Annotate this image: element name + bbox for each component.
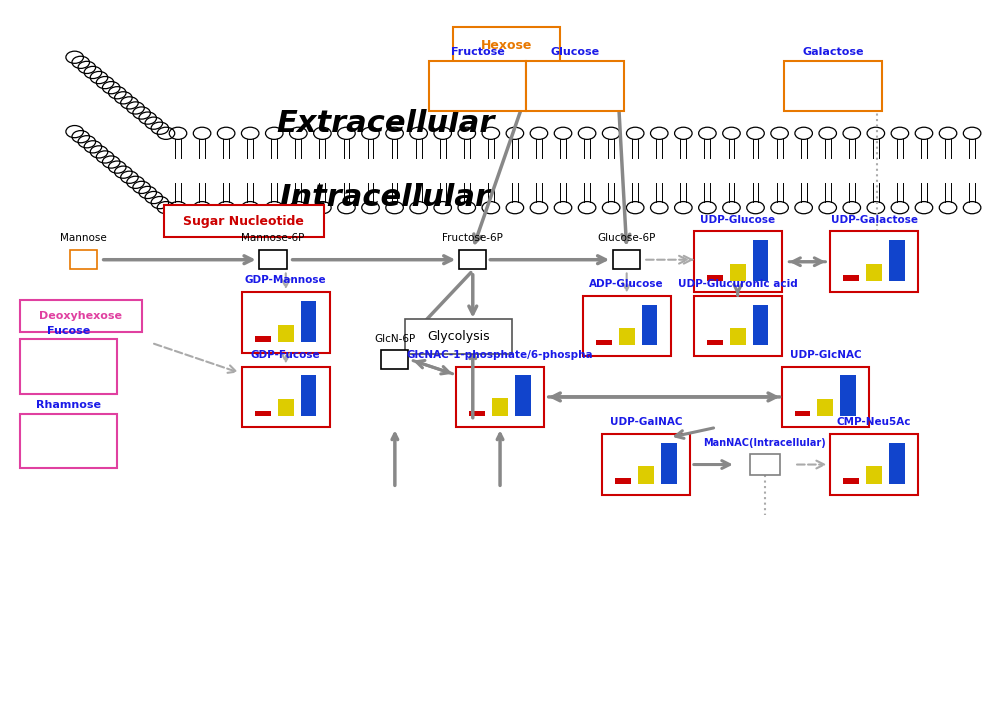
Bar bbox=[729, 263, 745, 281]
FancyBboxPatch shape bbox=[602, 434, 689, 495]
Text: Sugar Nucleotide: Sugar Nucleotide bbox=[184, 215, 304, 227]
FancyBboxPatch shape bbox=[455, 366, 544, 427]
Text: Glucose: Glucose bbox=[550, 47, 599, 57]
Bar bbox=[706, 275, 722, 281]
Bar bbox=[866, 263, 881, 281]
Bar bbox=[515, 376, 531, 417]
Text: GDP-Mannose: GDP-Mannose bbox=[245, 275, 326, 285]
FancyBboxPatch shape bbox=[693, 232, 780, 292]
Text: UDP-Galactose: UDP-Galactose bbox=[829, 215, 917, 225]
Bar bbox=[469, 412, 484, 417]
Bar bbox=[641, 304, 657, 345]
Bar bbox=[843, 478, 859, 484]
Bar bbox=[706, 340, 722, 345]
Text: GlcNAC-1-phosphate/6-phospha: GlcNAC-1-phosphate/6-phospha bbox=[406, 349, 593, 360]
Bar bbox=[596, 340, 611, 345]
Bar bbox=[888, 240, 904, 281]
Bar bbox=[816, 399, 832, 417]
Text: Intracellular: Intracellular bbox=[280, 183, 490, 212]
Text: ManNAC(Intracellular): ManNAC(Intracellular) bbox=[703, 438, 825, 448]
FancyBboxPatch shape bbox=[163, 205, 324, 237]
FancyBboxPatch shape bbox=[20, 414, 117, 468]
FancyBboxPatch shape bbox=[69, 250, 96, 269]
FancyBboxPatch shape bbox=[20, 299, 141, 332]
FancyBboxPatch shape bbox=[404, 318, 512, 354]
Text: Glucose-6P: Glucose-6P bbox=[597, 234, 655, 244]
Text: Fructose: Fructose bbox=[450, 47, 505, 57]
Text: Mannose: Mannose bbox=[60, 234, 106, 244]
Bar bbox=[752, 240, 767, 281]
Text: UDP-Glucuronic acid: UDP-Glucuronic acid bbox=[677, 279, 796, 289]
Text: GDP-Fucose: GDP-Fucose bbox=[251, 349, 320, 360]
Text: UDP-Glucose: UDP-Glucose bbox=[699, 215, 774, 225]
FancyBboxPatch shape bbox=[783, 61, 881, 112]
Text: UDP-GalNAC: UDP-GalNAC bbox=[609, 417, 682, 427]
Bar bbox=[255, 411, 271, 417]
FancyBboxPatch shape bbox=[242, 292, 329, 353]
Text: Glycolysis: Glycolysis bbox=[426, 330, 489, 342]
Text: GlcN-6P: GlcN-6P bbox=[374, 333, 415, 344]
Bar bbox=[278, 399, 293, 417]
FancyBboxPatch shape bbox=[829, 232, 917, 292]
Bar bbox=[300, 301, 316, 342]
FancyBboxPatch shape bbox=[381, 350, 408, 369]
FancyBboxPatch shape bbox=[526, 61, 623, 112]
FancyBboxPatch shape bbox=[452, 27, 560, 64]
Text: Mannose-6P: Mannose-6P bbox=[241, 234, 305, 244]
Text: UDP-GlcNAC: UDP-GlcNAC bbox=[788, 349, 861, 360]
FancyBboxPatch shape bbox=[613, 250, 640, 269]
FancyBboxPatch shape bbox=[829, 434, 917, 495]
Text: Galactose: Galactose bbox=[801, 47, 863, 57]
Bar bbox=[840, 376, 856, 417]
FancyBboxPatch shape bbox=[693, 296, 780, 357]
Bar bbox=[638, 467, 653, 484]
FancyBboxPatch shape bbox=[428, 61, 526, 112]
FancyBboxPatch shape bbox=[458, 250, 485, 269]
Bar bbox=[278, 325, 293, 342]
Text: Deoxyhexose: Deoxyhexose bbox=[39, 311, 122, 321]
FancyBboxPatch shape bbox=[242, 366, 329, 427]
Text: Extracellular: Extracellular bbox=[276, 109, 493, 138]
Bar bbox=[843, 275, 859, 281]
Bar bbox=[491, 398, 508, 417]
FancyBboxPatch shape bbox=[749, 455, 778, 474]
Bar bbox=[300, 376, 316, 417]
FancyBboxPatch shape bbox=[583, 296, 670, 357]
Bar bbox=[752, 304, 767, 345]
FancyBboxPatch shape bbox=[20, 340, 117, 393]
Text: Fructose-6P: Fructose-6P bbox=[442, 234, 503, 244]
Bar bbox=[615, 478, 631, 484]
FancyBboxPatch shape bbox=[259, 250, 287, 269]
Bar bbox=[618, 328, 634, 345]
FancyBboxPatch shape bbox=[780, 366, 869, 427]
Bar bbox=[888, 443, 904, 484]
Text: ADP-Glucose: ADP-Glucose bbox=[589, 279, 663, 289]
Bar bbox=[660, 443, 676, 484]
Text: Fucose: Fucose bbox=[47, 326, 90, 336]
Bar bbox=[794, 411, 809, 417]
Bar bbox=[729, 328, 745, 345]
Text: Rhamnose: Rhamnose bbox=[36, 400, 101, 410]
Bar bbox=[866, 467, 881, 484]
Bar bbox=[255, 336, 271, 342]
Text: CMP-Neu5Ac: CMP-Neu5Ac bbox=[835, 417, 911, 427]
Text: Hexose: Hexose bbox=[480, 39, 532, 52]
